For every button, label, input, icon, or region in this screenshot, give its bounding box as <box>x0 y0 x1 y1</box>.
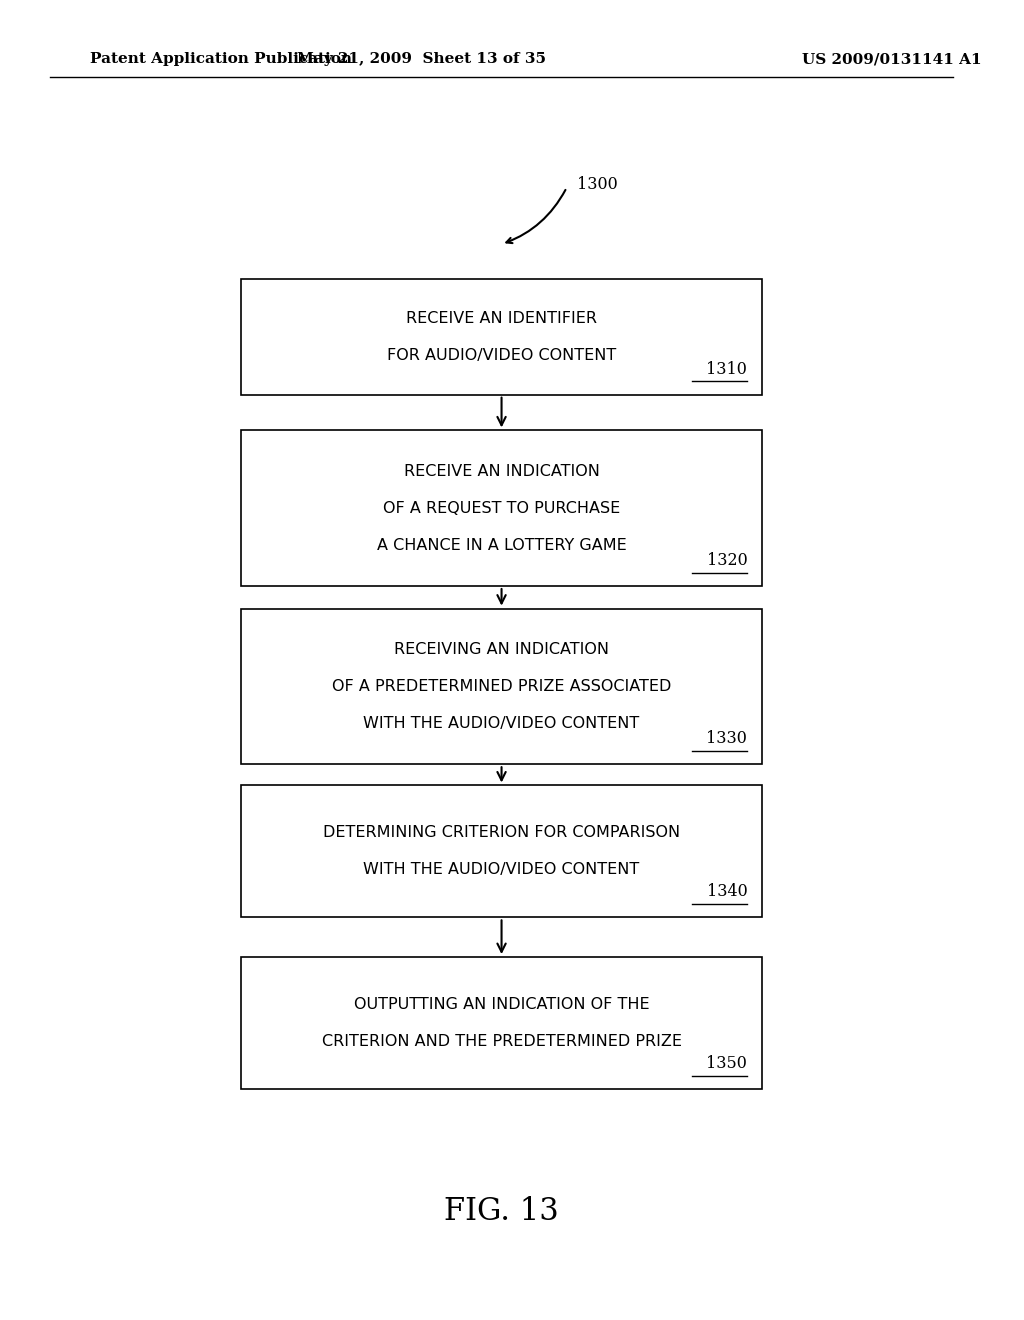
Text: 1350: 1350 <box>707 1055 748 1072</box>
Text: RECEIVE AN INDICATION: RECEIVE AN INDICATION <box>403 463 599 479</box>
Text: RECEIVING AN INDICATION: RECEIVING AN INDICATION <box>394 642 609 657</box>
Text: US 2009/0131141 A1: US 2009/0131141 A1 <box>803 53 982 66</box>
FancyBboxPatch shape <box>241 430 762 586</box>
Text: RECEIVE AN IDENTIFIER: RECEIVE AN IDENTIFIER <box>407 310 597 326</box>
FancyBboxPatch shape <box>241 957 762 1089</box>
Text: May 21, 2009  Sheet 13 of 35: May 21, 2009 Sheet 13 of 35 <box>297 53 546 66</box>
Text: 1340: 1340 <box>707 883 748 900</box>
Text: 1320: 1320 <box>707 552 748 569</box>
Text: OUTPUTTING AN INDICATION OF THE: OUTPUTTING AN INDICATION OF THE <box>353 997 649 1012</box>
Text: DETERMINING CRITERION FOR COMPARISON: DETERMINING CRITERION FOR COMPARISON <box>323 825 680 841</box>
Text: 1330: 1330 <box>707 730 748 747</box>
Text: FIG. 13: FIG. 13 <box>444 1196 559 1228</box>
Text: OF A REQUEST TO PURCHASE: OF A REQUEST TO PURCHASE <box>383 500 621 516</box>
FancyBboxPatch shape <box>241 785 762 917</box>
Text: WITH THE AUDIO/VIDEO CONTENT: WITH THE AUDIO/VIDEO CONTENT <box>364 862 640 878</box>
Text: FOR AUDIO/VIDEO CONTENT: FOR AUDIO/VIDEO CONTENT <box>387 347 616 363</box>
Text: A CHANCE IN A LOTTERY GAME: A CHANCE IN A LOTTERY GAME <box>377 537 627 553</box>
FancyBboxPatch shape <box>241 609 762 764</box>
Text: OF A PREDETERMINED PRIZE ASSOCIATED: OF A PREDETERMINED PRIZE ASSOCIATED <box>332 678 672 694</box>
Text: CRITERION AND THE PREDETERMINED PRIZE: CRITERION AND THE PREDETERMINED PRIZE <box>322 1034 682 1049</box>
FancyBboxPatch shape <box>241 279 762 395</box>
Text: 1300: 1300 <box>577 177 617 193</box>
Text: Patent Application Publication: Patent Application Publication <box>90 53 352 66</box>
Text: 1310: 1310 <box>707 360 748 378</box>
Text: WITH THE AUDIO/VIDEO CONTENT: WITH THE AUDIO/VIDEO CONTENT <box>364 715 640 731</box>
